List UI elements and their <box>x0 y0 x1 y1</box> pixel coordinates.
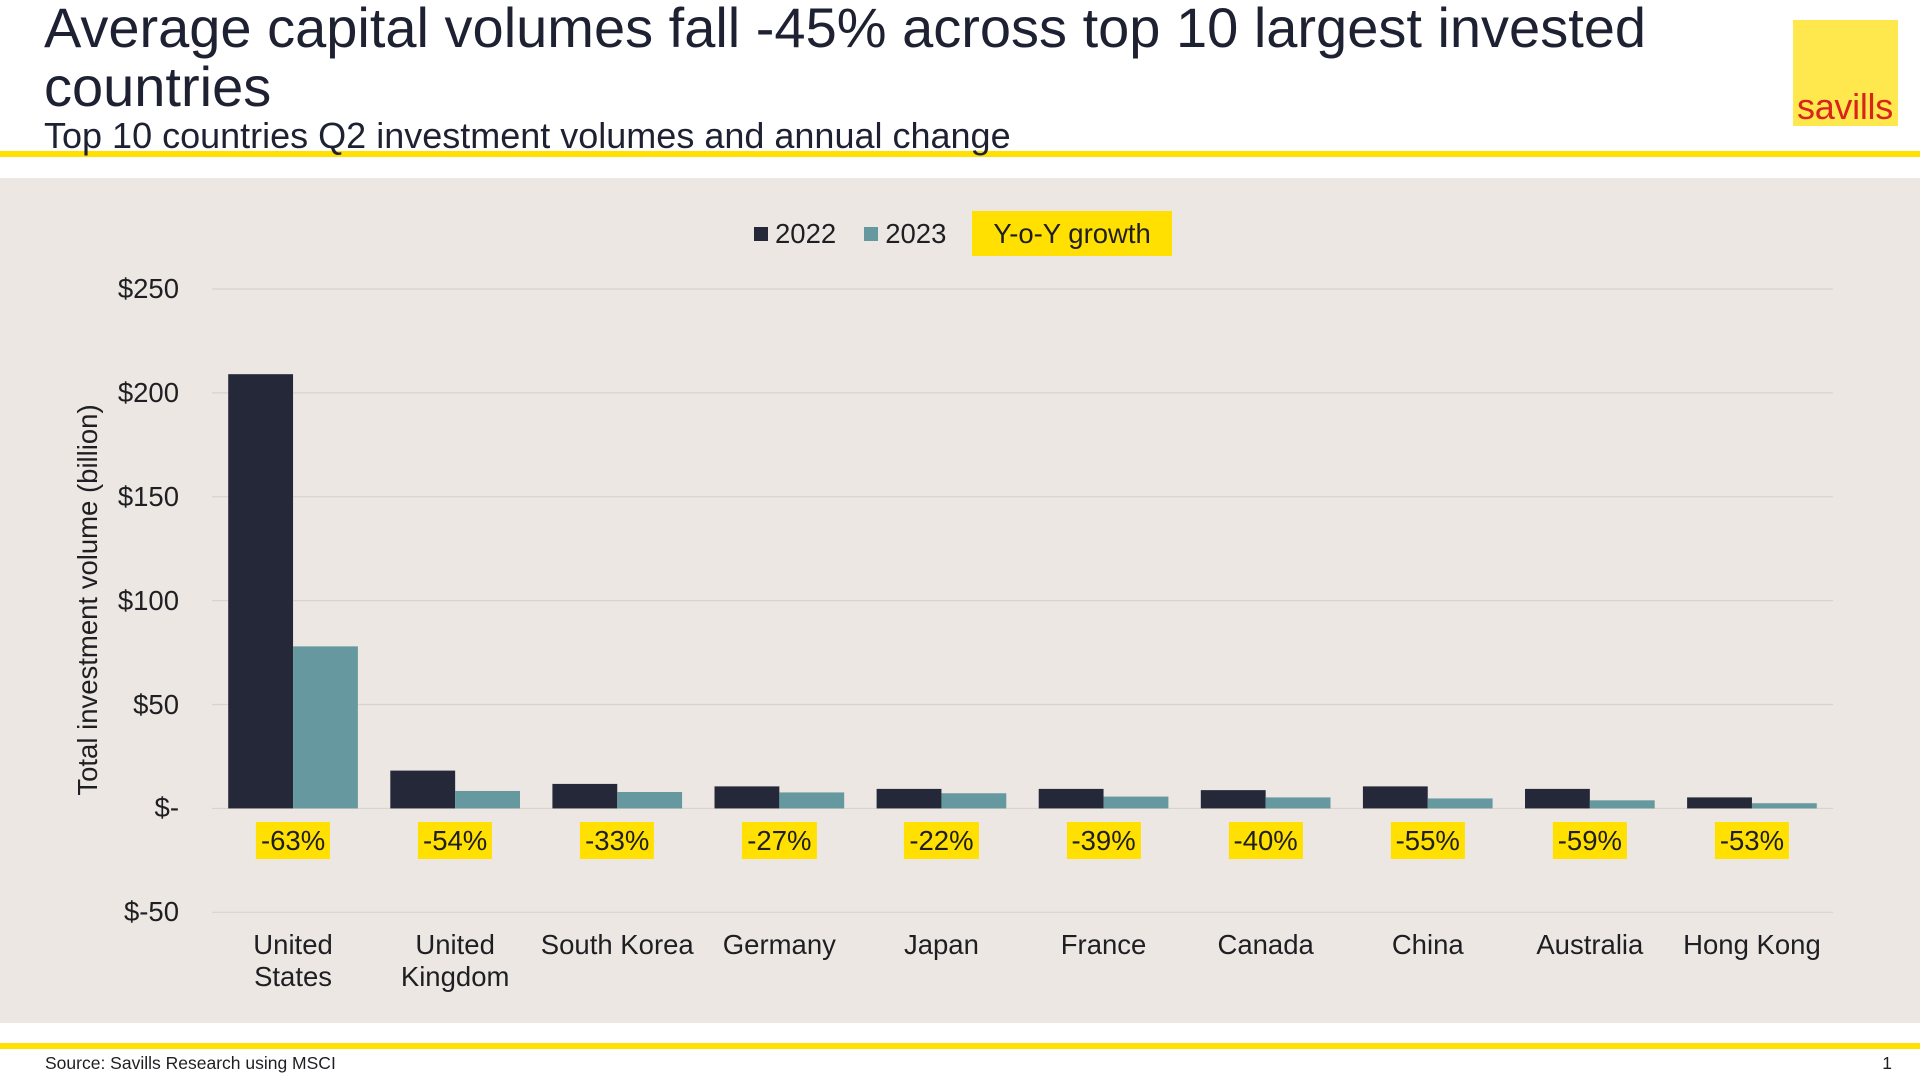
legend-swatch-2022 <box>754 226 768 241</box>
y-tick-label: $- <box>154 792 179 824</box>
category-label: China <box>1391 929 1464 960</box>
bar-2022-south-korea <box>552 783 618 809</box>
bar-2022-china <box>1362 786 1428 809</box>
yoy-growth-label: -55% <box>1390 821 1465 859</box>
y-tick-label: $50 <box>133 688 179 720</box>
savills-logo: savills <box>1793 20 1898 126</box>
legend-label-2023: 2023 <box>885 217 947 249</box>
source-note: Source: Savills Research using MSCI <box>45 1053 336 1073</box>
bar-2022-hong-kong <box>1687 797 1752 809</box>
yoy-growth-label: -33% <box>580 821 655 859</box>
y-tick-label: $250 <box>117 273 179 304</box>
bar-2023-united-states <box>293 646 358 809</box>
bar-2022-germany <box>714 786 780 809</box>
slide-title: Average capital volumes fall -45% across… <box>44 0 1647 118</box>
legend-label-2022: 2022 <box>775 217 837 249</box>
yoy-growth-label: -63% <box>255 821 331 859</box>
bar-2022-united-states <box>228 374 294 809</box>
slide-subtitle: Top 10 countries Q2 investment volumes a… <box>44 115 1011 156</box>
yoy-growth-label: -27% <box>742 821 817 859</box>
legend-swatch-2023 <box>864 226 879 241</box>
bar-2023-canada <box>1265 797 1331 809</box>
bar-2023-china <box>1427 798 1493 809</box>
y-tick-label: $-50 <box>123 896 179 928</box>
bar-2023-japan <box>941 793 1007 809</box>
bar-2023-australia <box>1589 800 1655 809</box>
page-number: 1 <box>1882 1053 1892 1073</box>
yoy-growth-label: -39% <box>1066 821 1141 859</box>
category-label: United States <box>253 929 333 992</box>
category-label: Japan <box>903 929 979 960</box>
chart-plot-area <box>212 288 1833 913</box>
bar-2022-japan <box>876 788 942 809</box>
yoy-growth-label: -53% <box>1714 821 1790 859</box>
legend-yoy-growth: Y-o-Y growth <box>972 211 1172 256</box>
y-tick-label: $200 <box>117 376 179 408</box>
chart-legend: 2022 2023 Y-o-Y growth <box>754 211 1172 256</box>
y-tick-label: $150 <box>117 480 179 512</box>
bar-2022-united-kingdom <box>390 770 456 809</box>
category-label: France <box>1060 929 1147 960</box>
bar-2022-france <box>1038 788 1104 809</box>
bar-2023-united-kingdom <box>455 790 520 809</box>
bar-2022-australia <box>1525 788 1590 809</box>
category-label: United Kingdom <box>400 929 510 992</box>
yoy-growth-label: -54% <box>418 821 493 859</box>
category-label: Hong Kong <box>1683 929 1821 960</box>
savills-logo-text: savills <box>1797 86 1893 127</box>
category-label: Germany <box>722 929 836 960</box>
bottom-accent-rule <box>0 1043 1920 1049</box>
legend-item-2023: 2023 <box>864 218 946 250</box>
bar-2022-canada <box>1200 790 1266 809</box>
yoy-growth-label: -59% <box>1552 821 1627 859</box>
category-label: Canada <box>1217 929 1314 960</box>
category-label: Australia <box>1536 929 1644 960</box>
yoy-growth-label: -22% <box>904 821 979 859</box>
y-tick-label: $100 <box>117 584 179 616</box>
yoy-growth-label: -40% <box>1228 821 1303 859</box>
legend-item-2022: 2022 <box>754 218 836 250</box>
category-label: South Korea <box>540 929 694 960</box>
bar-2023-germany <box>779 792 845 809</box>
chart-panel: 2022 2023 Y-o-Y growth Total investment … <box>0 178 1920 1023</box>
bar-2023-south-korea <box>617 792 683 809</box>
bar-2023-hong-kong <box>1751 803 1817 809</box>
bar-2023-france <box>1103 796 1169 809</box>
top-accent-rule <box>0 151 1920 157</box>
